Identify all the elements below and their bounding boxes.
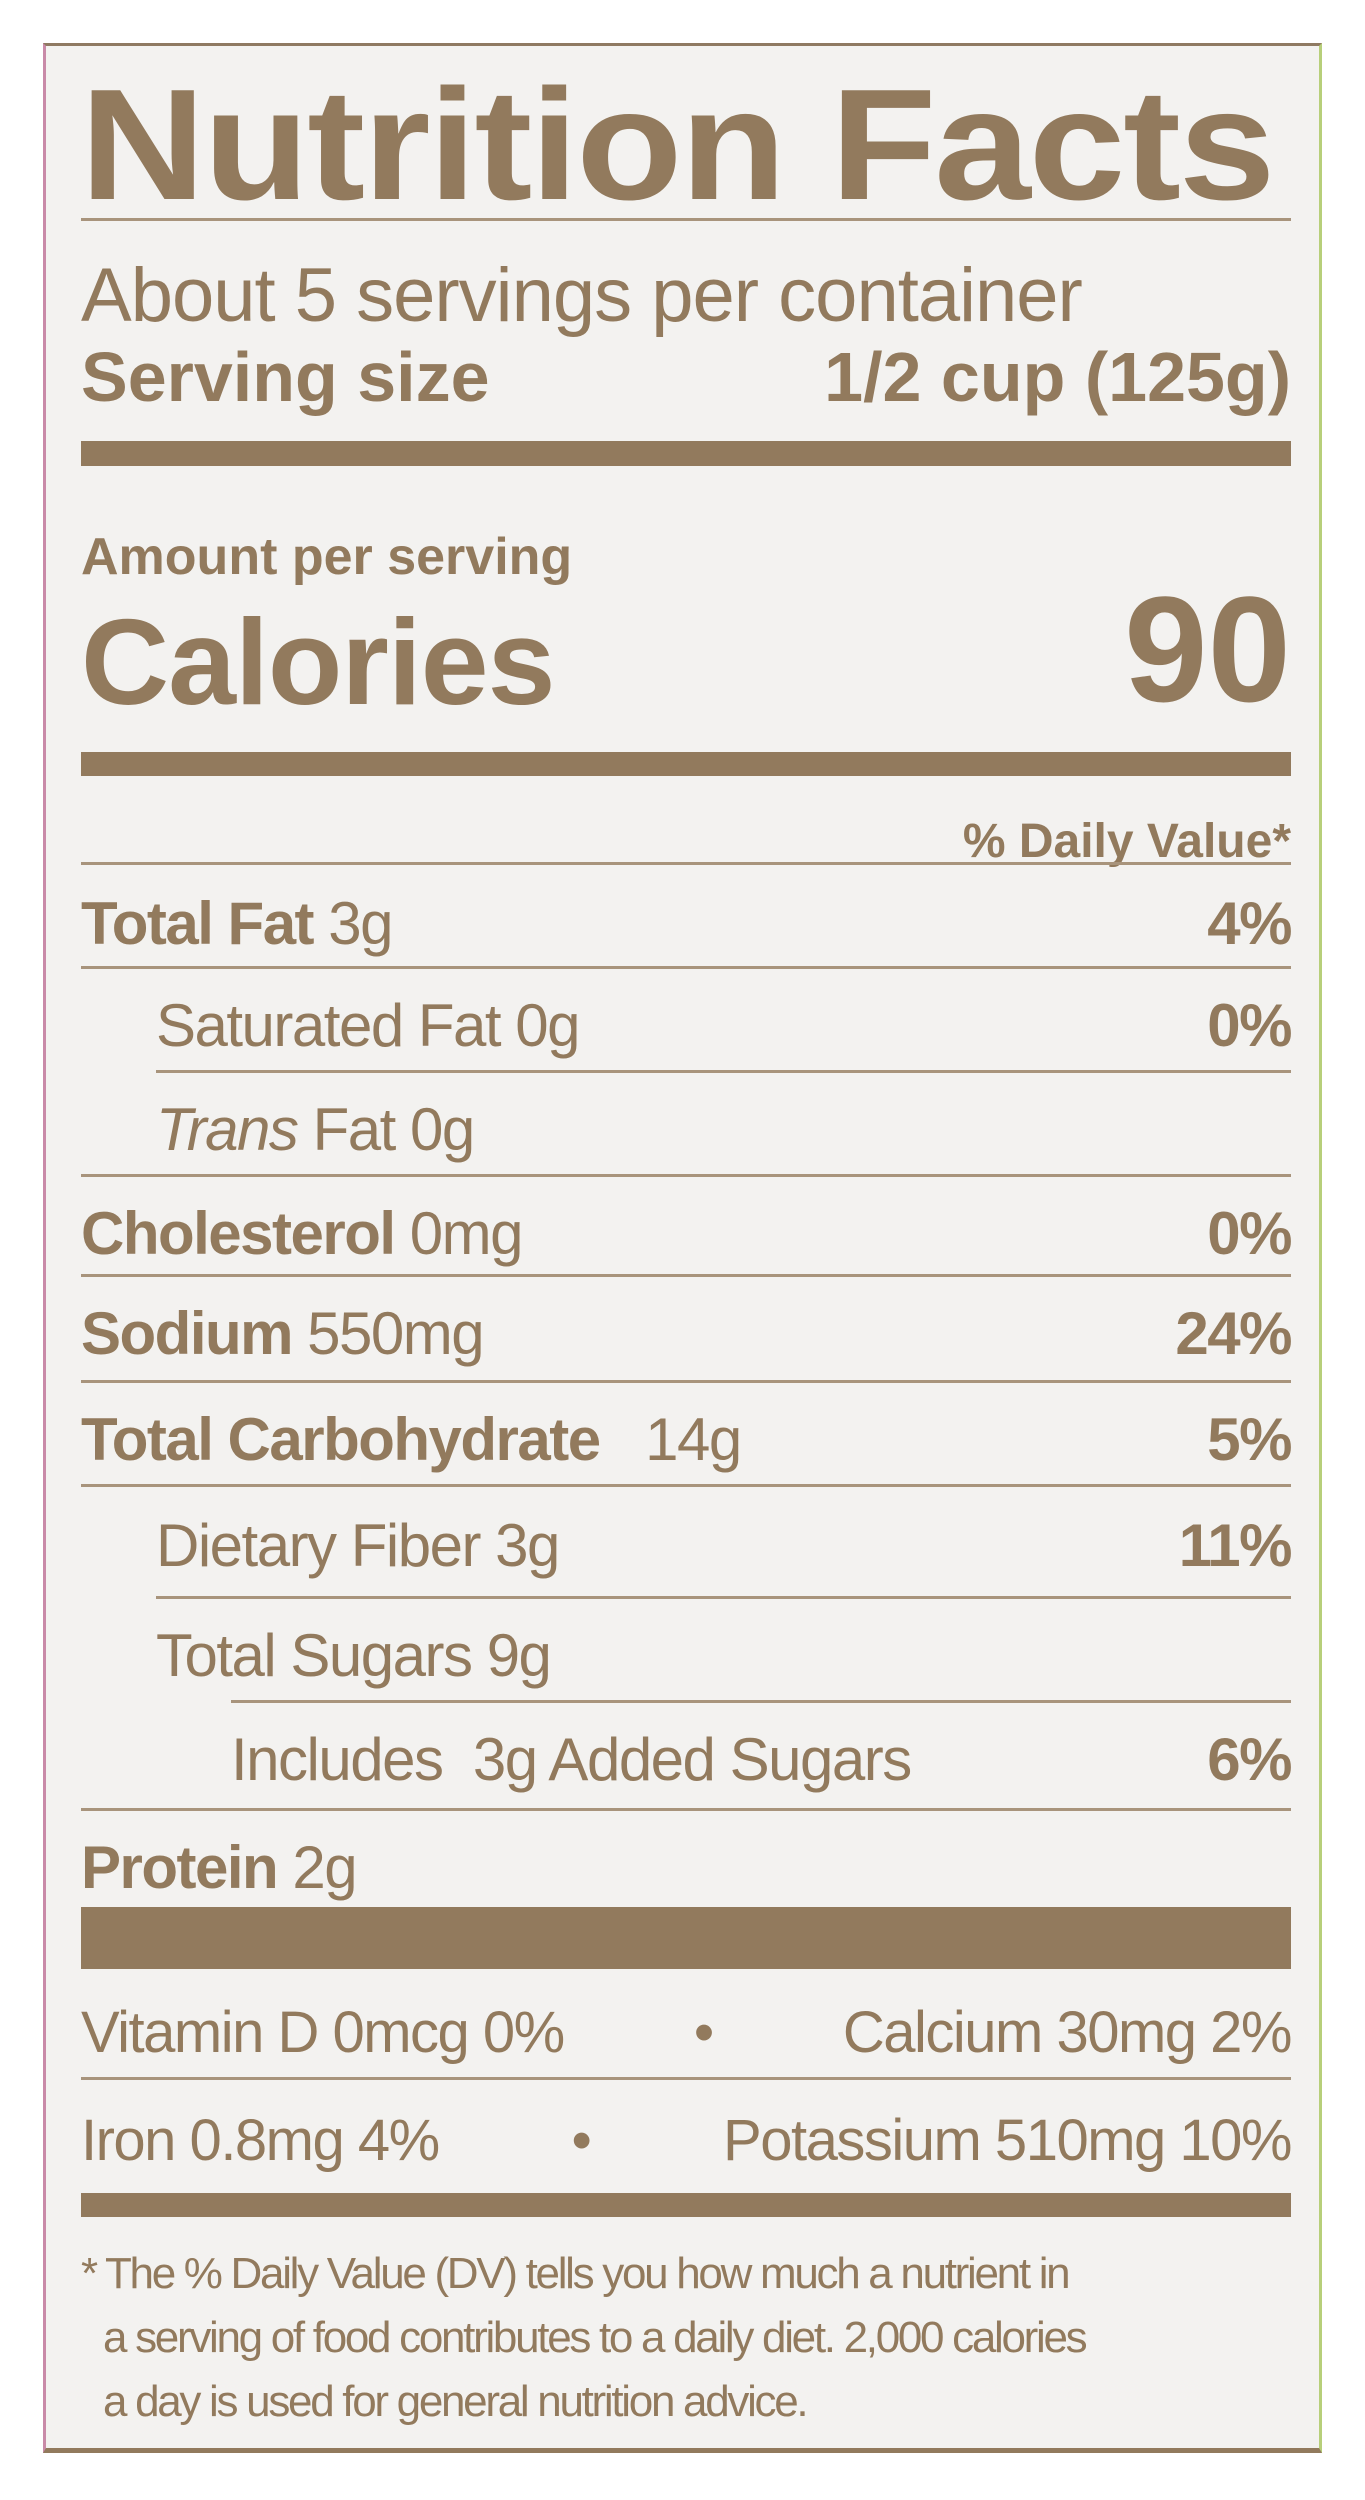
serving-size-label: Serving size [81, 338, 490, 416]
bullet-separator: • [571, 2108, 591, 2173]
divider [81, 2077, 1291, 2080]
nutrient-name-suffix: Fat [312, 1096, 397, 1163]
divider [156, 1070, 1291, 1073]
nutrient-name: Saturated Fat [156, 992, 502, 1059]
nutrient-row: Total Sugars 9g [156, 1626, 1291, 1686]
calories-label: Calories [81, 594, 555, 730]
servings-per-container: About 5 servings per container [81, 253, 1083, 338]
nutrient-amount: 3g [495, 1512, 560, 1579]
divider [81, 1808, 1291, 1811]
title: Nutrition Facts [80, 57, 1275, 233]
divider [81, 218, 1291, 221]
nutrient-amount: 3g [328, 890, 393, 957]
nutrient-row: Cholesterol 0mg 0% [81, 1200, 1292, 1267]
divider [156, 1596, 1291, 1599]
thick-divider [81, 1907, 1291, 1969]
footnote: * The % Daily Value (DV) tells you how m… [81, 2242, 1301, 2434]
nutrient-row: Sodium 550mg 24% [81, 1300, 1292, 1367]
nutrient-dv: 0% [1207, 1200, 1292, 1267]
divider [81, 1274, 1291, 1277]
divider [231, 1700, 1291, 1703]
nutrient-row: Trans Fat 0g [156, 1100, 1291, 1160]
nutrient-name: Includes [231, 1726, 444, 1793]
iron: Iron 0.8mg 4% [81, 2108, 440, 2173]
nutrient-name: Sodium [81, 1300, 294, 1367]
nutrient-row: Total Fat 3g 4% [81, 890, 1292, 957]
nutrition-facts-panel: Nutrition Facts About 5 servings per con… [43, 43, 1322, 2453]
nutrient-name: Total Carbohydrate [81, 1406, 601, 1473]
serving-size-value: 1/2 cup (125g) [824, 338, 1291, 416]
thick-divider [81, 441, 1291, 466]
calories-value: 90 [1124, 565, 1291, 733]
divider [81, 1380, 1291, 1383]
nutrient-amount: 2g [292, 1834, 357, 1901]
nutrient-amount: 14g [645, 1406, 742, 1473]
nutrient-name: Total Fat [81, 890, 315, 957]
vitamin-row: Iron 0.8mg 4% • Potassium 510mg 10% [81, 2108, 1292, 2173]
nutrient-row: Saturated Fat 0g 0% [156, 992, 1292, 1059]
nutrient-amount: 3g Added Sugars [472, 1726, 912, 1793]
nutrient-dv: 4% [1207, 890, 1292, 957]
nutrient-row: Dietary Fiber 3g 11% [156, 1512, 1293, 1579]
amount-per-serving: Amount per serving [81, 528, 573, 586]
nutrient-dv: 5% [1207, 1406, 1292, 1473]
daily-value-header: % Daily Value* [962, 815, 1291, 868]
nutrient-name: Dietary Fiber [156, 1512, 481, 1579]
thick-divider [81, 2193, 1291, 2217]
footnote-line: a serving of food contributes to a daily… [103, 2313, 1088, 2362]
vitamin-row: Vitamin D 0mcg 0% • Calcium 30mg 2% [81, 2000, 1293, 2065]
footnote-line: a day is used for general nutrition advi… [103, 2377, 809, 2426]
thick-divider [81, 752, 1291, 776]
vitamin-d: Vitamin D 0mcg 0% [81, 2000, 565, 2065]
nutrient-dv: 24% [1175, 1300, 1292, 1367]
nutrient-name: Cholesterol [81, 1200, 396, 1267]
divider [81, 1484, 1291, 1487]
divider [81, 1174, 1291, 1177]
nutrient-amount: 0g [409, 1096, 475, 1163]
calcium: Calcium 30mg 2% [842, 2000, 1293, 2065]
nutrient-row: Protein 2g [81, 1838, 1291, 1898]
nutrient-row: Total Carbohydrate 14g 5% [81, 1406, 1292, 1473]
nutrient-dv: 6% [1207, 1726, 1292, 1793]
nutrient-name: Trans [156, 1096, 299, 1163]
nutrient-name: Total Sugars [156, 1622, 473, 1689]
nutrient-amount: 0mg [409, 1200, 524, 1267]
nutrient-dv: 11% [1178, 1512, 1293, 1579]
nutrient-amount: 9g [486, 1622, 552, 1689]
nutrient-amount: 0g [515, 992, 580, 1059]
nutrient-row: Includes 3g Added Sugars 6% [231, 1726, 1292, 1793]
divider [81, 862, 1291, 865]
divider [81, 966, 1291, 969]
bullet-separator: • [693, 2000, 714, 2065]
potassium: Potassium 510mg 10% [723, 2108, 1292, 2173]
nutrient-amount: 550mg [307, 1300, 484, 1367]
footnote-line: * The % Daily Value (DV) tells you how m… [81, 2249, 1071, 2298]
nutrient-dv: 0% [1207, 992, 1292, 1059]
nutrient-name: Protein [81, 1834, 279, 1901]
